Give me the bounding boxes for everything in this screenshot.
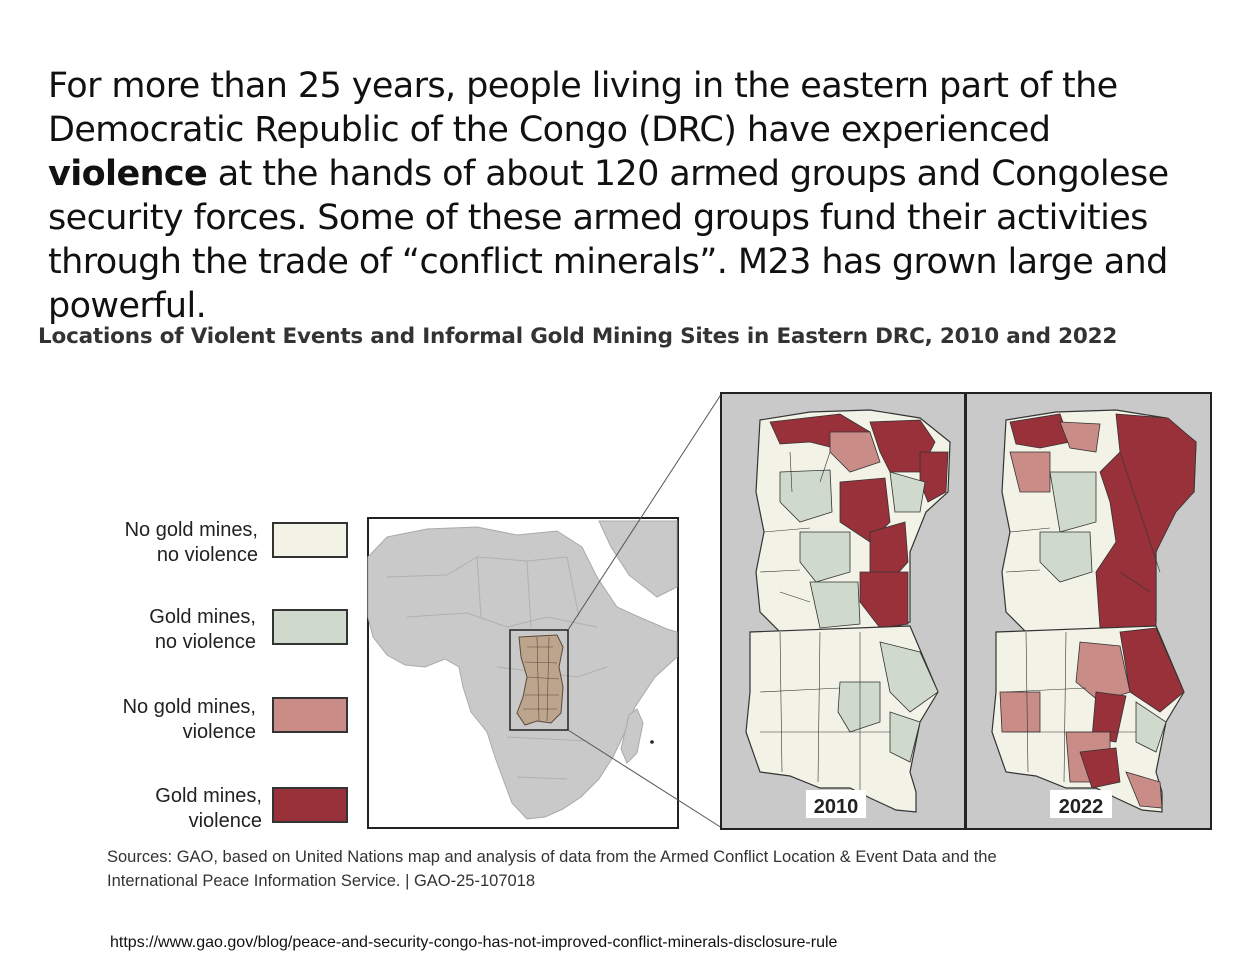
sources-line-1: Sources: GAO, based on United Nations ma… [107,848,997,866]
panel-2022-map [966,394,1210,828]
eastern-drc-mini [516,634,564,726]
intro-text-1: For more than 25 years, people living in… [48,66,1118,150]
legend-swatch-mines-violence [272,787,348,823]
panel-2010-map [722,394,964,828]
intro-bold-violence: violence [48,154,208,194]
panel-2010-year-label: 2010 [814,796,859,818]
legend-label-mines-no-violence: Gold mines, no violence [149,606,256,653]
legend-label-no-mines-violence: No gold mines, violence [122,696,256,743]
legend-swatch-mines-no-violence [272,609,348,645]
legend-swatch-no-mines-no-violence [272,522,348,558]
legend-label-no-mines-no-violence: No gold mines, no violence [124,519,258,566]
legend-label-mines-violence: Gold mines, violence [155,785,262,832]
figure-title: Locations of Violent Events and Informal… [38,324,1118,349]
source-url-link[interactable]: https://www.gao.gov/blog/peace-and-secur… [110,934,838,951]
legend-swatch-no-mines-violence [272,697,348,733]
inset-highlight-box [509,629,569,731]
eastern-drc-panels: 2010 2022 [720,392,1212,830]
sources-note: Sources: GAO, based on United Nations ma… [107,845,1187,893]
africa-overview-map [367,517,679,829]
panel-2022-year-label: 2022 [1059,796,1104,818]
sources-line-2: International Peace Information Service.… [107,872,536,890]
intro-text-2: at the hands of about 120 armed groups a… [48,154,1169,326]
intro-paragraph: For more than 25 years, people living in… [48,64,1208,328]
